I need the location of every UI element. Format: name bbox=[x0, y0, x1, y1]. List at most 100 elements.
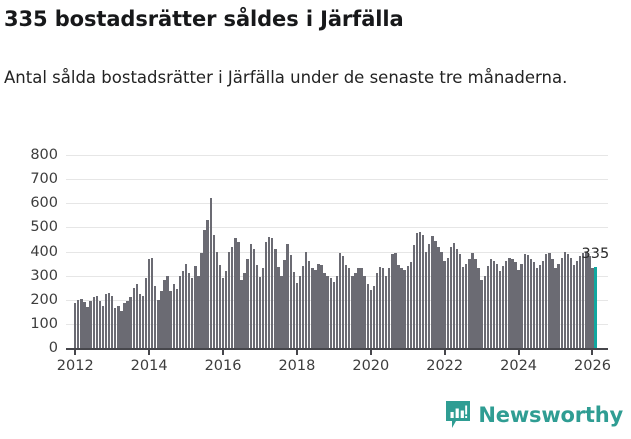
brand-name: Newsworthy bbox=[478, 402, 623, 427]
bar bbox=[138, 293, 142, 348]
bar bbox=[363, 275, 366, 348]
bar bbox=[449, 246, 453, 348]
bar bbox=[141, 296, 145, 348]
bar bbox=[311, 268, 314, 348]
bar bbox=[357, 268, 360, 348]
bar bbox=[354, 273, 357, 348]
x-axis-line bbox=[66, 348, 608, 350]
bar bbox=[107, 292, 111, 348]
bar-chart-speech-bubble-icon bbox=[445, 400, 471, 430]
bar bbox=[77, 299, 80, 348]
bar bbox=[492, 261, 496, 348]
gridline bbox=[66, 179, 608, 181]
bar bbox=[428, 244, 431, 348]
bar bbox=[289, 255, 292, 348]
bar bbox=[397, 264, 400, 348]
bar bbox=[209, 198, 212, 348]
bar bbox=[538, 264, 542, 348]
bar bbox=[440, 251, 443, 348]
bar bbox=[572, 264, 576, 348]
bar bbox=[406, 265, 409, 348]
bar bbox=[554, 268, 557, 348]
bar bbox=[535, 268, 539, 348]
bar bbox=[585, 251, 588, 348]
bar bbox=[461, 267, 465, 348]
x-axis-tick-label: 2012 bbox=[56, 358, 94, 374]
bar bbox=[443, 261, 446, 348]
y-axis-tick-label: 200 bbox=[30, 291, 58, 308]
bar bbox=[378, 267, 382, 348]
bar bbox=[385, 275, 388, 348]
bar bbox=[95, 296, 98, 348]
bar bbox=[86, 307, 89, 348]
bar bbox=[218, 264, 222, 348]
bar bbox=[431, 235, 434, 348]
bar-series bbox=[66, 155, 608, 348]
bar bbox=[591, 268, 594, 348]
x-axis-tick bbox=[591, 348, 594, 355]
page-title: 335 bostadsrätter såldes i Järfälla bbox=[4, 7, 404, 31]
bar bbox=[80, 298, 83, 348]
bar bbox=[157, 299, 160, 348]
bar bbox=[348, 268, 351, 348]
bar bbox=[563, 251, 566, 348]
bar bbox=[455, 249, 459, 348]
bar bbox=[480, 280, 483, 348]
x-axis-tick bbox=[74, 348, 77, 355]
gridline bbox=[66, 227, 608, 229]
bar bbox=[191, 278, 194, 348]
bar bbox=[341, 256, 345, 348]
bar bbox=[120, 310, 123, 348]
x-axis-tick bbox=[148, 348, 151, 355]
bar bbox=[144, 278, 148, 348]
bar bbox=[243, 273, 246, 348]
bar bbox=[101, 305, 105, 348]
bar bbox=[286, 244, 289, 348]
bar bbox=[283, 259, 286, 348]
bar bbox=[529, 258, 533, 348]
bar bbox=[181, 270, 185, 348]
bar bbox=[110, 296, 114, 348]
x-axis-tick bbox=[443, 348, 446, 355]
bar bbox=[98, 300, 102, 348]
bar bbox=[578, 256, 582, 348]
bar bbox=[194, 265, 197, 348]
bar bbox=[317, 263, 320, 348]
bar bbox=[240, 280, 243, 348]
bar bbox=[520, 263, 523, 348]
bar bbox=[323, 273, 326, 348]
y-axis-tick-label: 100 bbox=[30, 315, 58, 332]
bar bbox=[532, 262, 536, 348]
bar bbox=[575, 261, 579, 348]
bar bbox=[246, 258, 249, 348]
bar bbox=[486, 265, 489, 348]
bar bbox=[178, 275, 182, 348]
bar bbox=[545, 253, 548, 348]
x-axis-tick bbox=[222, 348, 225, 355]
x-axis-tick bbox=[517, 348, 520, 355]
bar bbox=[154, 286, 157, 348]
bar bbox=[514, 262, 517, 348]
y-axis-tick-label: 300 bbox=[30, 267, 58, 284]
bar bbox=[458, 253, 462, 348]
bar bbox=[434, 240, 437, 348]
bar bbox=[517, 269, 520, 348]
bar bbox=[308, 261, 311, 348]
bar bbox=[277, 267, 280, 348]
x-axis-tick-label: 2014 bbox=[130, 358, 168, 374]
bar-highlighted bbox=[594, 267, 597, 348]
x-axis-tick-label: 2026 bbox=[574, 358, 611, 374]
bar bbox=[123, 303, 126, 348]
bar bbox=[557, 263, 560, 348]
bar bbox=[566, 253, 570, 348]
bar bbox=[465, 263, 468, 348]
bar bbox=[150, 257, 154, 348]
bar bbox=[231, 246, 234, 348]
bar bbox=[166, 275, 169, 348]
x-axis-tick-label: 2020 bbox=[352, 358, 390, 374]
bar bbox=[437, 246, 440, 348]
bar bbox=[452, 243, 456, 348]
bar bbox=[548, 252, 551, 348]
bar bbox=[268, 237, 271, 348]
